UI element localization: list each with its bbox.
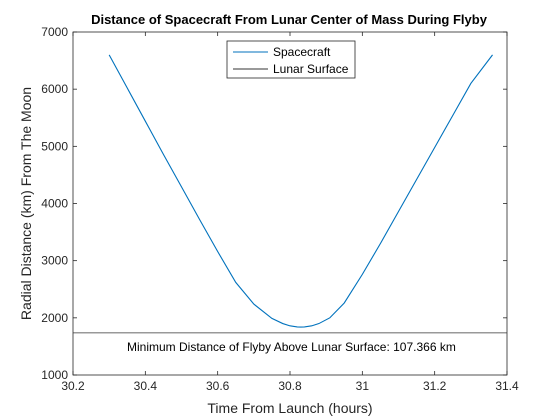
series-layer bbox=[73, 54, 507, 334]
y-tick-label: 7000 bbox=[41, 25, 68, 39]
x-axis-label: Time From Launch (hours) bbox=[207, 400, 372, 416]
x-tick-label: 31.2 bbox=[423, 379, 447, 393]
plot-area bbox=[72, 31, 508, 376]
legend-box bbox=[226, 40, 356, 79]
y-tick-label: 4000 bbox=[41, 197, 68, 211]
y-axis-label: Radial Distance (km) From The Moon bbox=[18, 87, 34, 320]
legend-label-spacecraft: Spacecraft bbox=[273, 45, 331, 59]
x-tick-label: 30.4 bbox=[134, 379, 158, 393]
x-tick-label: 30.2 bbox=[61, 379, 85, 393]
legend: Spacecraft Lunar Surface bbox=[226, 40, 356, 79]
x-tick-label: 31 bbox=[356, 379, 370, 393]
chart-title: Distance of Spacecraft From Lunar Center… bbox=[91, 12, 488, 27]
x-tick-label: 30.8 bbox=[278, 379, 302, 393]
y-tick-label: 5000 bbox=[41, 139, 68, 153]
y-tick-label: 6000 bbox=[41, 82, 68, 96]
x-tick-label: 30.6 bbox=[206, 379, 230, 393]
y-tick-label: 3000 bbox=[41, 254, 68, 268]
y-tick-label: 1000 bbox=[41, 368, 68, 382]
y-tick-label: 2000 bbox=[41, 311, 68, 325]
legend-label-lunar-surface: Lunar Surface bbox=[273, 62, 349, 76]
annotation-min-distance: Minimum Distance of Flyby Above Lunar Su… bbox=[127, 340, 456, 354]
x-axis-ticks: 30.2 30.4 30.6 30.8 31 31.2 31.4 bbox=[61, 32, 519, 393]
x-tick-label: 31.4 bbox=[495, 379, 519, 393]
series-line-spacecraft bbox=[108, 54, 493, 328]
y-axis-ticks: 1000 2000 3000 4000 5000 6000 7000 bbox=[41, 25, 507, 382]
